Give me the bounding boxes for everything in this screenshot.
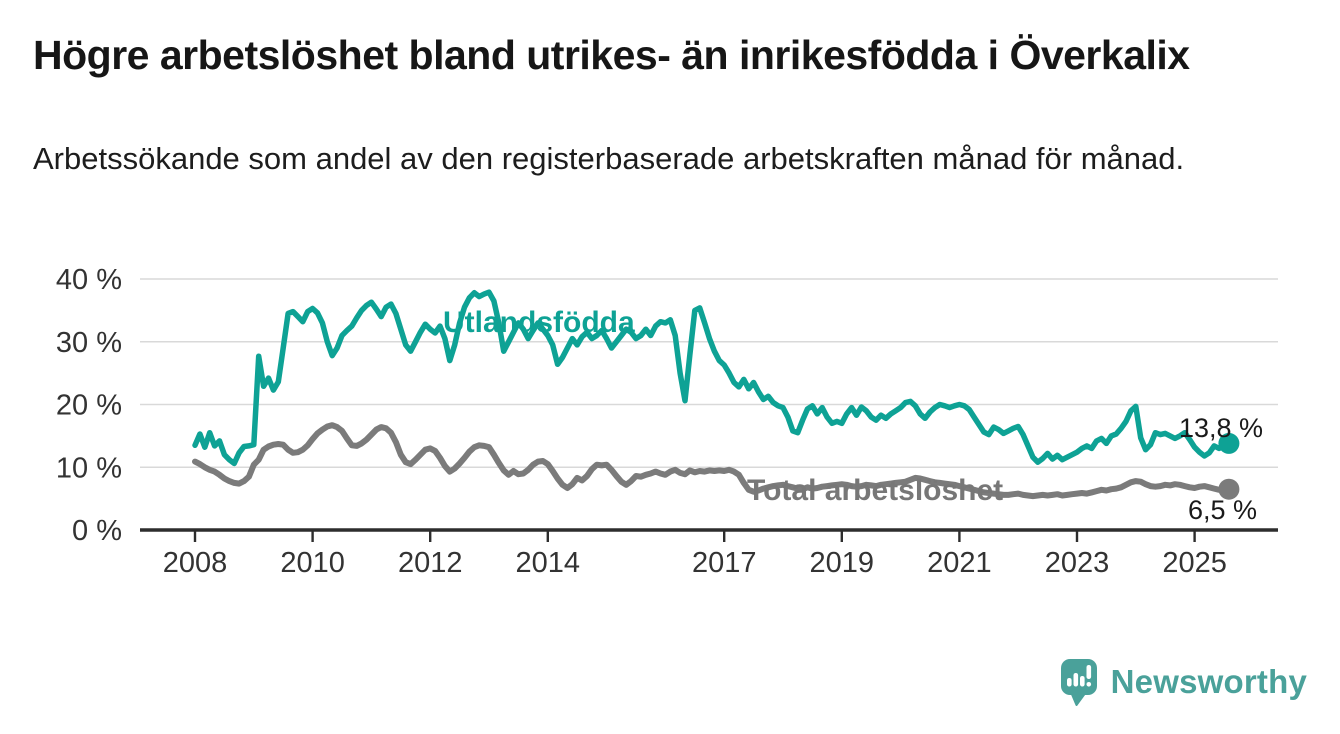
x-tick-label: 2008	[163, 547, 228, 579]
newsworthy-logo[interactable]: Newsworthy	[1060, 658, 1307, 706]
x-tick-label: 2014	[516, 547, 581, 579]
series-label-total: Total arbetslöshet	[747, 474, 1003, 507]
y-tick-label: 40 %	[56, 264, 122, 296]
x-tick-label: 2010	[280, 547, 345, 579]
series-line-1	[192, 422, 1232, 500]
y-tick-label: 30 %	[56, 327, 122, 359]
end-value-total: 6,5 %	[1188, 495, 1257, 525]
series-line-0	[192, 289, 1232, 467]
end-dot-utlandsfodda	[1218, 432, 1240, 454]
x-tick-label: 2012	[398, 547, 463, 579]
x-tick-label: 2021	[927, 547, 992, 579]
x-tick-label: 2017	[692, 547, 757, 579]
page-title: Högre arbetslöshet bland utrikes- än inr…	[33, 32, 1190, 78]
x-tick-label: 2023	[1045, 547, 1110, 579]
y-tick-label: 0 %	[72, 515, 122, 547]
series-lines	[192, 289, 1232, 500]
page-subtitle: Arbetssökande som andel av den registerb…	[33, 141, 1185, 176]
axes	[140, 528, 1278, 542]
x-tick-label: 2019	[810, 547, 875, 579]
newsworthy-bubble-chart-icon	[1060, 659, 1097, 706]
end-dot-total	[1218, 478, 1240, 500]
series-label-utlandsfodda: Utlandsfödda	[443, 306, 635, 339]
y-tick-label: 20 %	[56, 390, 122, 422]
line-chart: 0 % 10 % 20 % 30 % 40 % 2008 2010 2012 2014 2017…	[56, 264, 1278, 579]
x-tick-label: 2025	[1162, 547, 1227, 579]
newsworthy-wordmark: Newsworthy	[1110, 663, 1307, 700]
y-axis-labels: 0 % 10 % 20 % 30 % 40 %	[56, 264, 122, 547]
end-value-utlandsfodda: 13,8 %	[1179, 413, 1263, 443]
x-axis-labels: 2008 2010 2012 2014 2017 2019 2021 2023 2025	[163, 547, 1227, 579]
y-tick-label: 10 %	[56, 452, 122, 484]
